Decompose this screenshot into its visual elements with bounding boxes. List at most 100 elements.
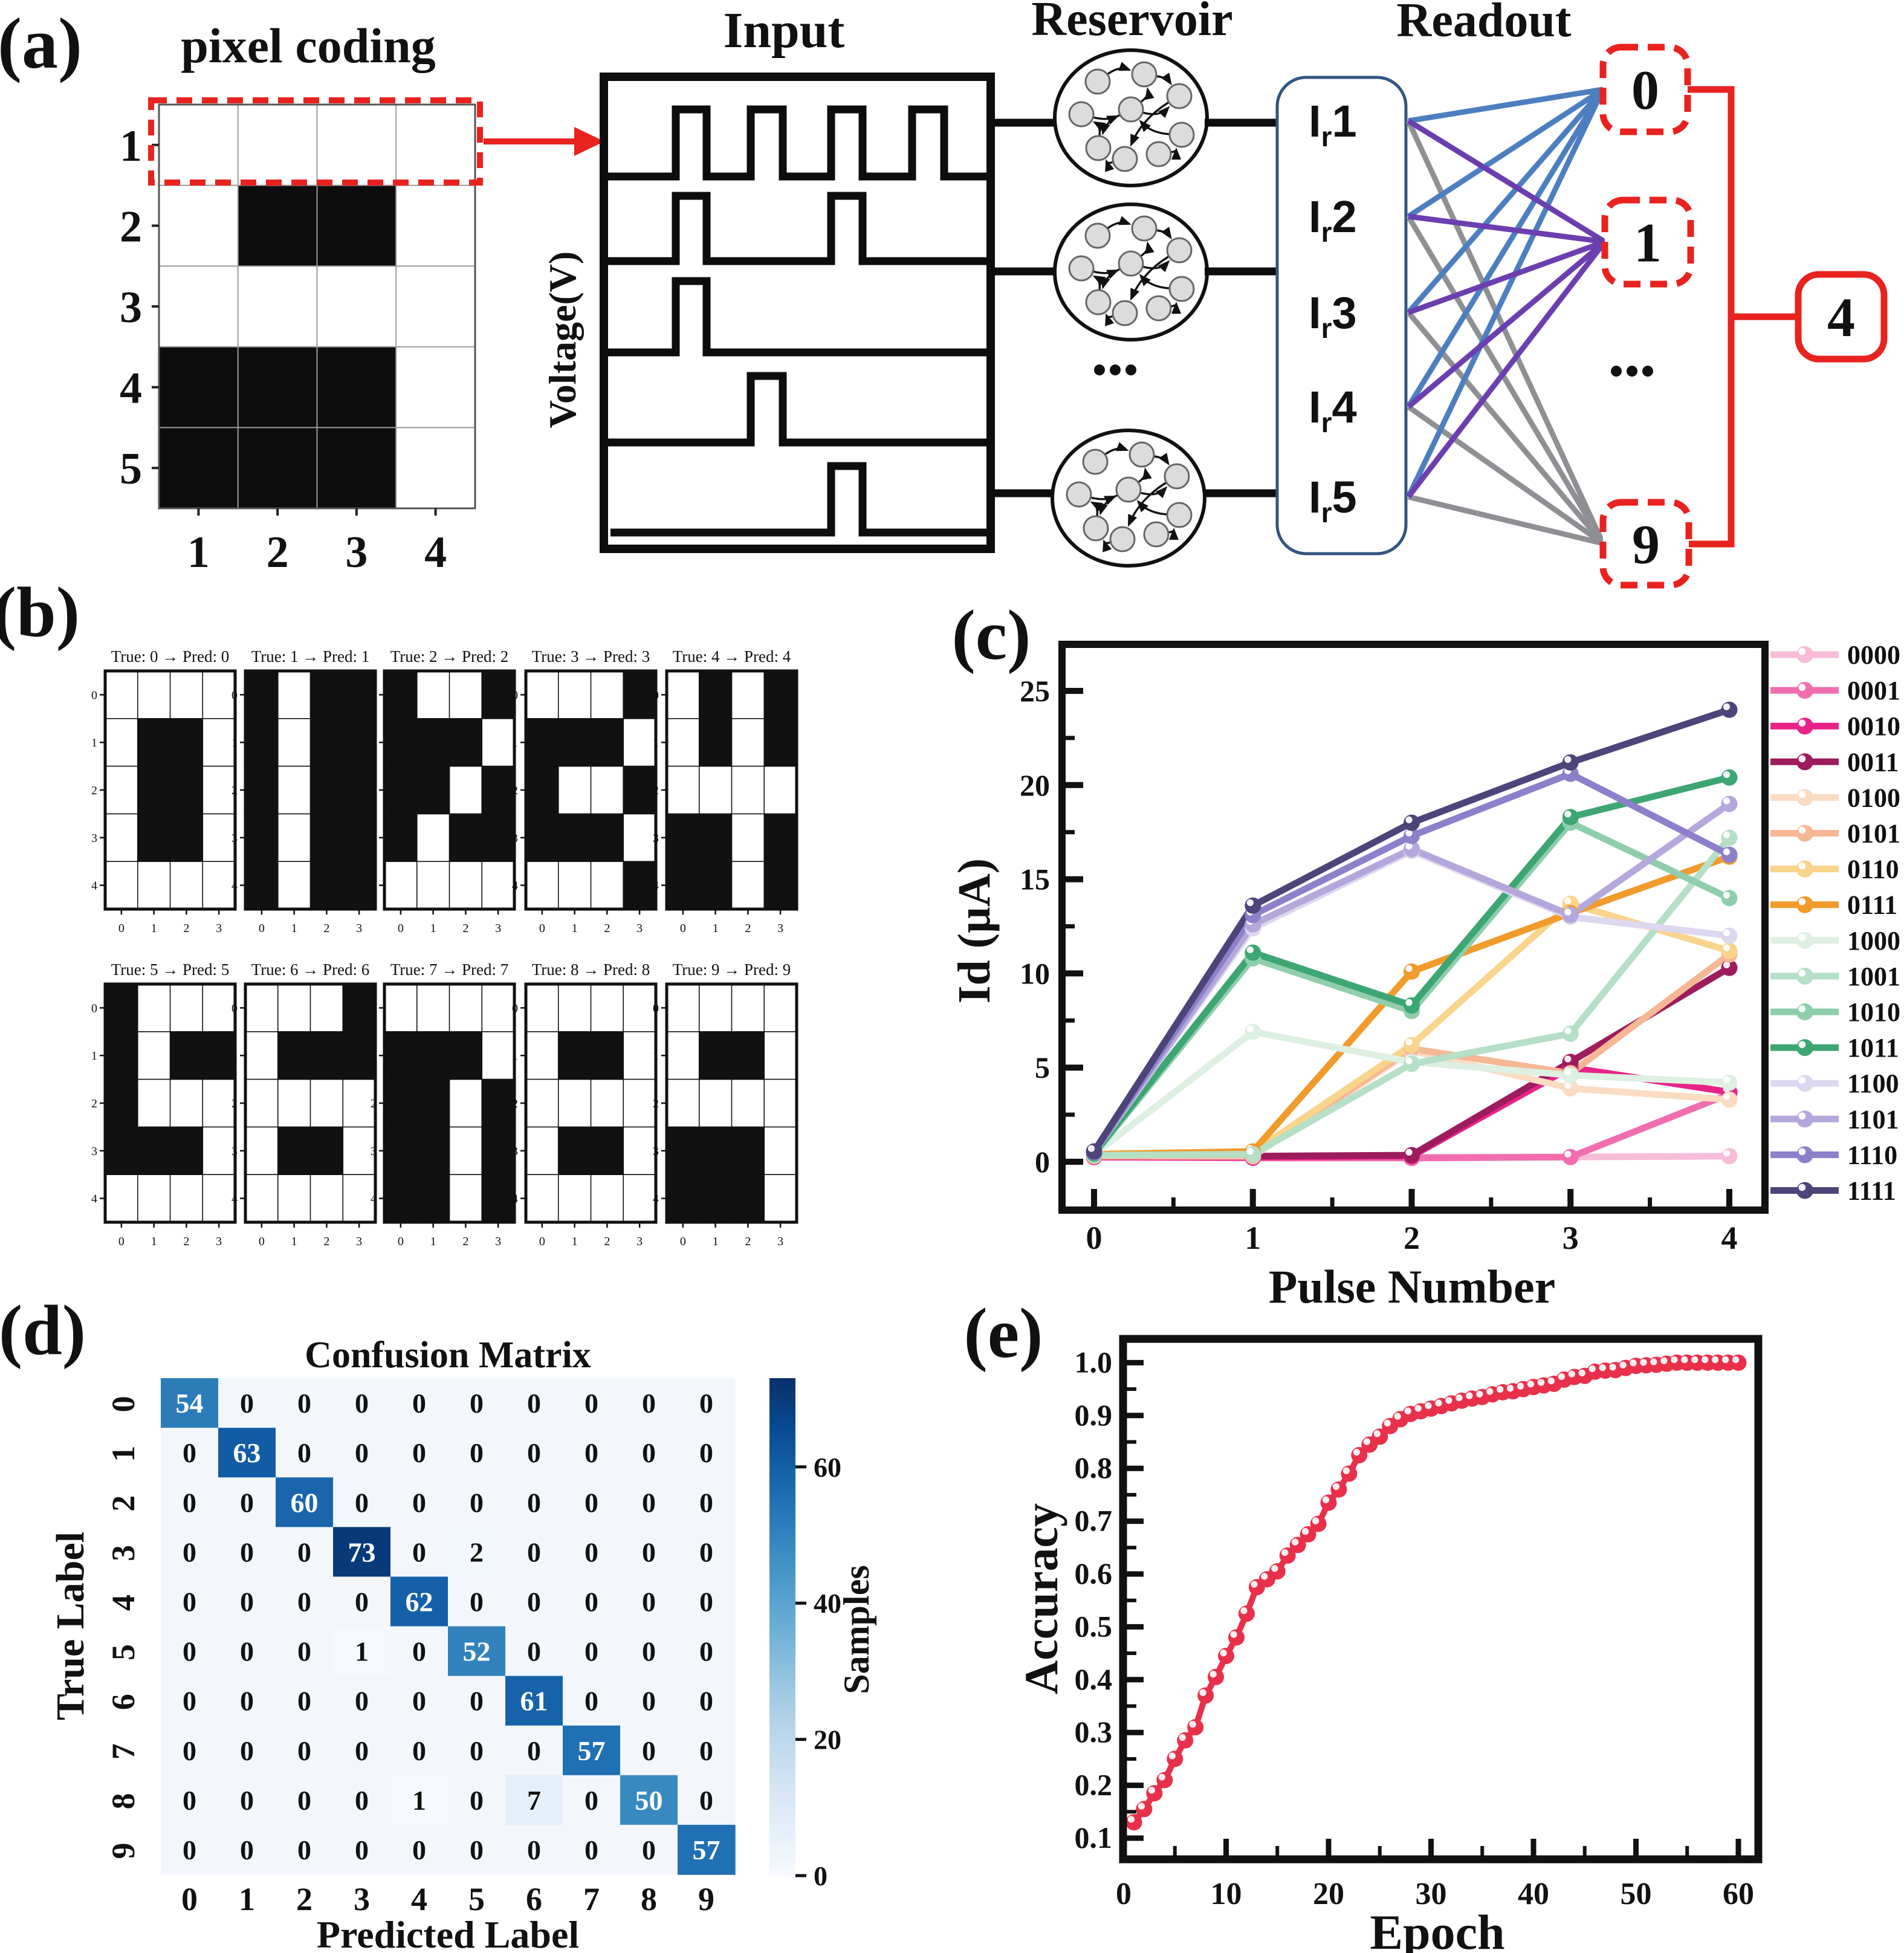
svg-text:0: 0 — [91, 1002, 97, 1015]
svg-text:0: 0 — [527, 1735, 541, 1766]
svg-text:2: 2 — [296, 1881, 312, 1917]
svg-text:0: 0 — [232, 1002, 238, 1015]
svg-text:0: 0 — [240, 1686, 254, 1717]
svg-text:0: 0 — [584, 1586, 598, 1617]
svg-text:True Label: True Label — [48, 1532, 92, 1720]
svg-text:0: 0 — [642, 1636, 656, 1667]
svg-text:0: 0 — [240, 1835, 254, 1865]
svg-text:1: 1 — [371, 736, 377, 750]
svg-text:3: 3 — [636, 1235, 643, 1248]
svg-text:True: 3 → Pred: 3: True: 3 → Pred: 3 — [532, 647, 650, 666]
svg-text:3: 3 — [354, 1881, 370, 1917]
svg-text:3: 3 — [91, 1145, 97, 1158]
svg-text:0: 0 — [398, 1235, 404, 1248]
svg-text:3: 3 — [232, 832, 238, 845]
svg-text:1: 1 — [572, 1235, 578, 1248]
svg-text:0: 0 — [183, 1537, 196, 1567]
svg-text:73: 73 — [348, 1537, 376, 1567]
svg-text:5: 5 — [468, 1881, 485, 1917]
svg-text:0: 0 — [183, 1586, 196, 1617]
svg-text:57: 57 — [578, 1735, 606, 1766]
svg-text:0: 0 — [412, 1686, 426, 1717]
svg-text:0: 0 — [355, 1686, 369, 1717]
svg-text:0: 0 — [1086, 1220, 1103, 1256]
svg-text:0: 0 — [653, 1002, 659, 1015]
svg-text:3: 3 — [216, 922, 222, 935]
svg-text:1: 1 — [151, 922, 157, 935]
svg-text:0: 0 — [232, 688, 238, 702]
svg-text:9: 9 — [105, 1842, 141, 1859]
svg-text:0: 0 — [527, 1586, 541, 1617]
svg-text:9: 9 — [1632, 514, 1660, 575]
svg-text:60: 60 — [1723, 1877, 1754, 1911]
svg-text:1: 1 — [91, 736, 97, 750]
svg-text:0: 0 — [642, 1586, 656, 1617]
svg-text:True: 0 → Pred: 0: True: 0 → Pred: 0 — [111, 647, 230, 666]
svg-text:0.3: 0.3 — [1075, 1715, 1113, 1749]
svg-text:0: 0 — [412, 1487, 426, 1518]
svg-text:3: 3 — [495, 922, 501, 935]
svg-text:63: 63 — [233, 1437, 261, 1468]
svg-text:0: 0 — [642, 1388, 656, 1419]
svg-text:0: 0 — [1116, 1877, 1132, 1911]
svg-text:1: 1 — [430, 922, 436, 935]
svg-text:1: 1 — [412, 1785, 426, 1816]
svg-text:3: 3 — [356, 1235, 362, 1248]
svg-text:0: 0 — [412, 1835, 426, 1865]
svg-text:1: 1 — [713, 922, 719, 935]
svg-text:Ir1: Ir1 — [1309, 96, 1357, 152]
svg-text:Accuracy: Accuracy — [1015, 1503, 1067, 1694]
svg-text:2: 2 — [653, 784, 659, 797]
svg-text:0: 0 — [355, 1835, 369, 1865]
svg-text:3: 3 — [345, 528, 368, 577]
svg-text:0: 0 — [642, 1686, 656, 1717]
svg-text:Reservoir: Reservoir — [1031, 0, 1232, 46]
svg-text:0: 0 — [470, 1586, 484, 1617]
svg-text:2: 2 — [371, 784, 377, 797]
svg-text:0: 0 — [470, 1686, 484, 1717]
svg-text:1000: 1000 — [1847, 926, 1900, 956]
svg-text:4: 4 — [91, 879, 97, 893]
svg-text:0: 0 — [297, 1785, 311, 1816]
svg-text:8: 8 — [641, 1881, 657, 1917]
svg-text:0: 0 — [680, 922, 686, 935]
svg-text:0: 0 — [297, 1636, 311, 1667]
svg-text:0: 0 — [527, 1636, 541, 1667]
svg-text:0: 0 — [470, 1388, 484, 1419]
svg-text:1: 1 — [430, 1235, 436, 1248]
svg-text:3: 3 — [105, 1545, 141, 1561]
svg-text:0: 0 — [297, 1735, 311, 1766]
svg-text:2: 2 — [323, 1235, 329, 1248]
svg-text:0: 0 — [355, 1586, 369, 1617]
svg-text:1: 1 — [232, 1049, 238, 1063]
svg-text:9: 9 — [698, 1881, 714, 1917]
svg-text:Confusion Matrix: Confusion Matrix — [305, 1335, 591, 1376]
svg-text:0: 0 — [527, 1537, 541, 1567]
svg-text:0.1: 0.1 — [1075, 1821, 1113, 1854]
svg-text:7: 7 — [527, 1785, 541, 1816]
svg-text:0: 0 — [699, 1537, 713, 1567]
svg-text:3: 3 — [777, 922, 783, 935]
svg-text:0: 0 — [699, 1785, 713, 1816]
svg-text:0: 0 — [584, 1686, 598, 1717]
svg-text:True: 1 → Pred: 1: True: 1 → Pred: 1 — [251, 647, 370, 666]
svg-text:3: 3 — [371, 1145, 377, 1158]
svg-text:0: 0 — [584, 1537, 598, 1567]
svg-text:0: 0 — [259, 922, 265, 935]
svg-text:0: 0 — [584, 1835, 598, 1865]
svg-text:1: 1 — [355, 1636, 369, 1667]
svg-text:2: 2 — [462, 922, 468, 935]
svg-text:True: 4 → Pred: 4: True: 4 → Pred: 4 — [673, 647, 791, 666]
svg-text:0: 0 — [680, 1235, 686, 1248]
svg-text:10: 10 — [1020, 956, 1050, 990]
svg-text:0: 0 — [183, 1835, 196, 1865]
svg-text:5: 5 — [120, 444, 142, 494]
svg-text:0: 0 — [584, 1785, 598, 1816]
svg-text:4: 4 — [371, 879, 377, 893]
svg-text:0.4: 0.4 — [1075, 1662, 1113, 1696]
svg-text:0: 0 — [470, 1835, 484, 1865]
svg-text:0: 0 — [412, 1537, 426, 1567]
svg-text:0: 0 — [412, 1735, 426, 1766]
svg-text:0.5: 0.5 — [1075, 1609, 1113, 1643]
svg-text:20: 20 — [1020, 768, 1050, 802]
